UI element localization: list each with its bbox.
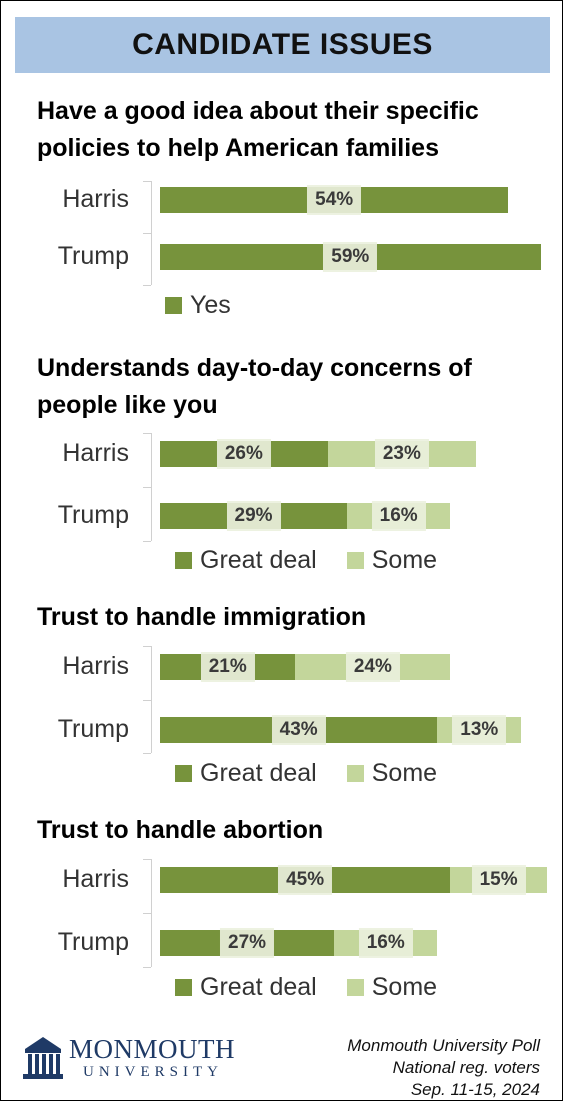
data-label-harris-some: 23% (374, 439, 429, 469)
chart-legend: Great deal Some (175, 759, 437, 788)
legend-swatch-some (346, 979, 364, 996)
legend-swatch-great-deal (175, 552, 192, 569)
category-label-harris: Harris (62, 865, 129, 893)
chart-title: Understands day-to-day concerns of peopl… (37, 354, 472, 419)
axis-tick (143, 859, 151, 860)
axis-tick (143, 913, 151, 914)
legend-label-yes: Yes (190, 291, 231, 319)
axis-tick (143, 967, 151, 968)
legend-label-great-deal: Great deal (200, 546, 317, 574)
axis-tick (143, 285, 151, 286)
logo-sub-text: UNIVERSITY (83, 1064, 223, 1080)
category-label-trump: Trump (57, 928, 129, 956)
category-axis (151, 181, 152, 285)
category-label-harris: Harris (62, 185, 129, 213)
data-label-trump-great-deal: 27% (220, 928, 275, 958)
legend-swatch-some (346, 765, 364, 782)
legend-swatch-yes (165, 297, 182, 314)
category-label-trump: Trump (57, 715, 129, 743)
chart-title: Trust to handle abortion (37, 816, 324, 844)
axis-tick (143, 541, 151, 542)
chart-title: Trust to handle immigration (37, 603, 367, 631)
category-label-harris: Harris (62, 652, 129, 680)
axis-tick (143, 233, 151, 234)
legend-label-great-deal: Great deal (200, 973, 317, 1001)
legend-swatch-some (346, 552, 364, 569)
category-axis (151, 859, 152, 967)
source-note: Monmouth University Poll National reg. v… (347, 1035, 540, 1101)
legend-label-some: Some (371, 546, 438, 574)
data-label-harris-yes: 54% (307, 185, 362, 215)
source-line-1: Monmouth University Poll (347, 1036, 540, 1055)
category-axis (151, 433, 152, 541)
legend-label-some: Some (371, 973, 438, 1001)
category-label-harris: Harris (62, 439, 129, 467)
header-banner: CANDIDATE ISSUES (15, 17, 550, 73)
axis-tick (143, 753, 151, 754)
data-label-harris-great-deal: 45% (278, 865, 333, 895)
source-line-3: Sep. 11-15, 2024 (410, 1080, 540, 1099)
building-icon (23, 1037, 63, 1079)
chart-legend: Yes (165, 291, 231, 320)
chart-title: Have a good idea about their specific po… (37, 97, 479, 162)
chart-legend: Great deal Some (175, 546, 437, 575)
axis-tick (143, 433, 151, 434)
axis-tick (143, 699, 151, 701)
data-label-harris-great-deal: 21% (200, 652, 255, 682)
logo-main-text: MONMOUTH (69, 1034, 235, 1064)
data-label-trump-some: 16% (358, 928, 413, 958)
category-label-trump: Trump (57, 242, 129, 270)
source-line-2: National reg. voters (392, 1058, 540, 1077)
data-label-harris-great-deal: 26% (216, 439, 271, 469)
category-axis (151, 646, 152, 753)
data-label-trump-some: 16% (371, 501, 426, 531)
legend-label-some: Some (371, 759, 438, 787)
legend-label-great-deal: Great deal (200, 759, 317, 787)
data-label-harris-some: 15% (471, 865, 526, 895)
axis-tick (143, 181, 151, 182)
legend-swatch-great-deal (175, 765, 192, 782)
axis-tick (143, 646, 151, 647)
data-label-harris-some: 24% (345, 652, 400, 682)
data-label-trump-great-deal: 29% (226, 501, 281, 531)
header-title: CANDIDATE ISSUES (132, 28, 433, 61)
data-label-trump-great-deal: 43% (271, 715, 326, 745)
axis-tick (143, 487, 151, 488)
legend-swatch-great-deal (175, 979, 192, 996)
category-label-trump: Trump (57, 501, 129, 529)
chart-legend: Great deal Some (175, 973, 437, 1002)
data-label-trump-yes: 59% (323, 242, 378, 272)
data-label-trump-some: 13% (452, 715, 507, 745)
monmouth-logo: MONMOUTH UNIVERSITY (21, 1035, 235, 1081)
